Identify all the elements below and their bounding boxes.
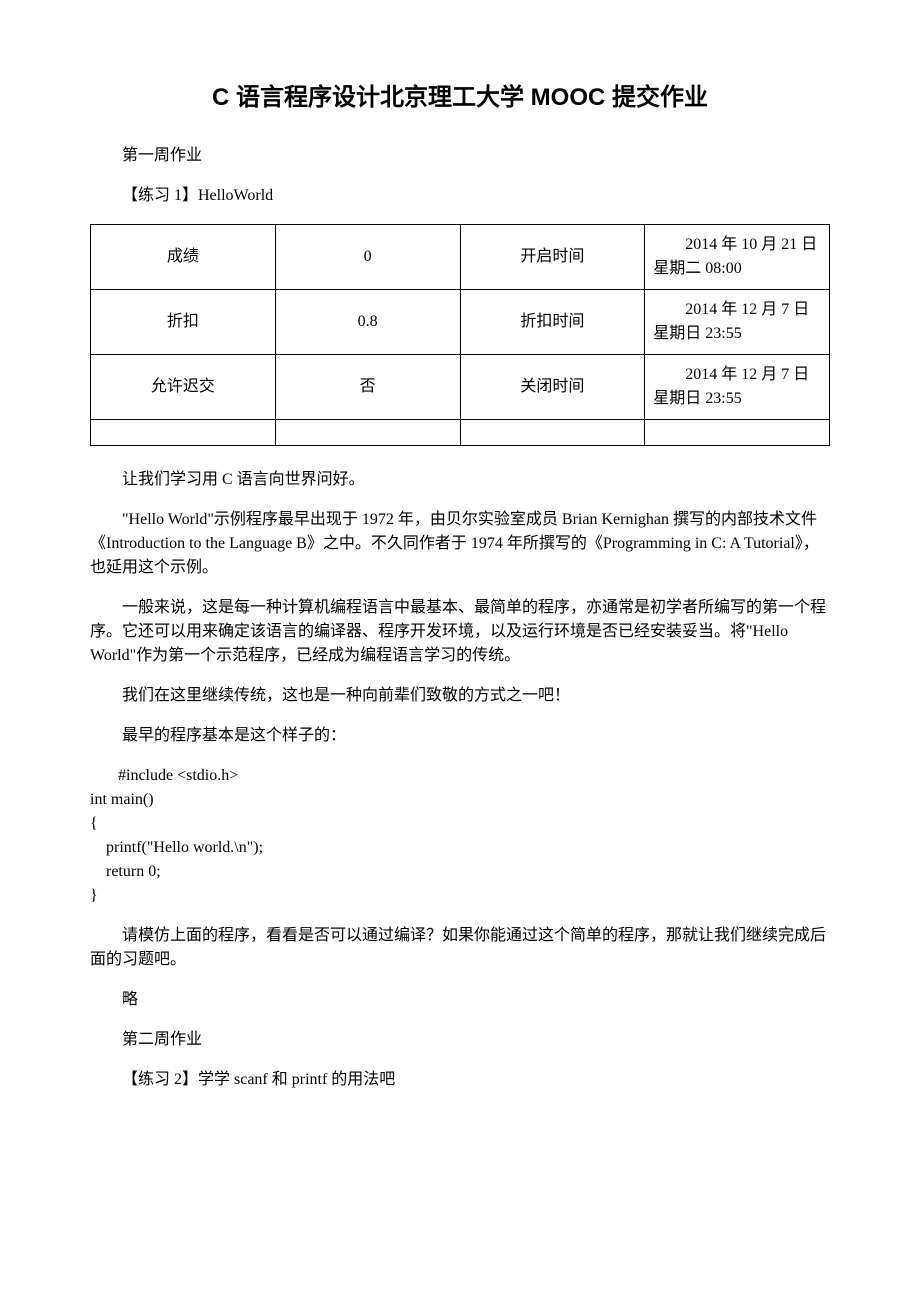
cell-value: 0: [275, 225, 460, 290]
paragraph: 最早的程序基本是这个样子的：: [90, 724, 830, 748]
paragraph: 请模仿上面的程序，看看是否可以通过编译？如果你能通过这个简单的程序，那就让我们继…: [90, 924, 830, 972]
cell-timevalue: 2014 年 12 月 7 日 星期日 23:55: [645, 355, 830, 420]
exercise1-title: 【练习 1】HelloWorld: [90, 184, 830, 208]
cell-timelabel: 关闭时间: [460, 355, 645, 420]
section-header-week1: 第一周作业: [90, 144, 830, 168]
table-row-empty: [91, 420, 830, 446]
cell-timevalue: 2014 年 12 月 7 日 星期日 23:55: [645, 290, 830, 355]
cell-value: 否: [275, 355, 460, 420]
table-row: 成绩 0 开启时间 2014 年 10 月 21 日 星期二 08:00: [91, 225, 830, 290]
code-block: #include <stdio.h> int main() { printf("…: [90, 764, 830, 908]
page-title: C 语言程序设计北京理工大学 MOOC 提交作业: [90, 80, 830, 116]
cell-empty: [460, 420, 645, 446]
cell-timelabel: 折扣时间: [460, 290, 645, 355]
paragraph: 一般来说，这是每一种计算机编程语言中最基本、最简单的程序，亦通常是初学者所编写的…: [90, 596, 830, 668]
cell-empty: [91, 420, 276, 446]
exercise2-title: 【练习 2】学学 scanf 和 printf 的用法吧: [90, 1068, 830, 1092]
section-header-week2: 第二周作业: [90, 1028, 830, 1052]
cell-empty: [275, 420, 460, 446]
paragraph: 略: [90, 988, 830, 1012]
paragraph: 让我们学习用 C 语言向世界问好。: [90, 468, 830, 492]
table-row: 折扣 0.8 折扣时间 2014 年 12 月 7 日 星期日 23:55: [91, 290, 830, 355]
cell-empty: [645, 420, 830, 446]
cell-label: 折扣: [91, 290, 276, 355]
cell-timelabel: 开启时间: [460, 225, 645, 290]
cell-label: 成绩: [91, 225, 276, 290]
cell-value: 0.8: [275, 290, 460, 355]
paragraph: 我们在这里继续传统，这也是一种向前辈们致敬的方式之一吧！: [90, 684, 830, 708]
table-row: 允许迟交 否 关闭时间 2014 年 12 月 7 日 星期日 23:55: [91, 355, 830, 420]
assignment-info-table: 成绩 0 开启时间 2014 年 10 月 21 日 星期二 08:00 折扣 …: [90, 224, 830, 446]
cell-label: 允许迟交: [91, 355, 276, 420]
paragraph: "Hello World"示例程序最早出现于 1972 年，由贝尔实验室成员 B…: [90, 508, 830, 580]
cell-timevalue: 2014 年 10 月 21 日 星期二 08:00: [645, 225, 830, 290]
